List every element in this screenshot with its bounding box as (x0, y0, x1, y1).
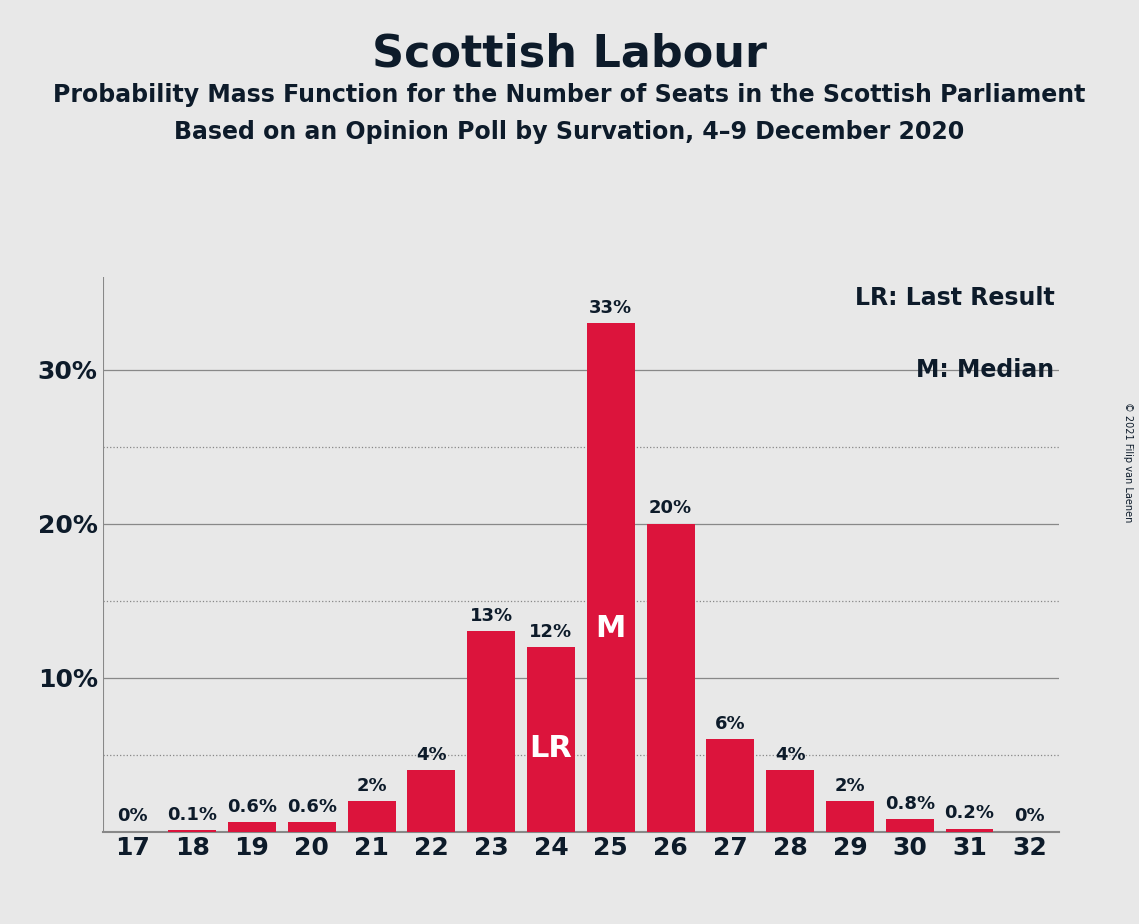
Text: 4%: 4% (416, 746, 446, 764)
Bar (408, 770, 456, 832)
Text: 4%: 4% (775, 746, 805, 764)
Bar (228, 822, 276, 832)
Text: 2%: 2% (357, 777, 387, 795)
Text: 0.8%: 0.8% (885, 796, 935, 813)
Text: 0.2%: 0.2% (944, 805, 994, 822)
Text: Based on an Opinion Poll by Survation, 4–9 December 2020: Based on an Opinion Poll by Survation, 4… (174, 120, 965, 144)
Bar (467, 631, 515, 832)
Bar (169, 830, 216, 832)
Text: LR: LR (530, 734, 573, 763)
Text: Probability Mass Function for the Number of Seats in the Scottish Parliament: Probability Mass Function for the Number… (54, 83, 1085, 107)
Text: 0.6%: 0.6% (227, 798, 277, 816)
Bar (706, 739, 754, 832)
Bar (886, 820, 934, 832)
Bar (288, 822, 336, 832)
Text: 0.1%: 0.1% (167, 806, 218, 824)
Text: 6%: 6% (715, 715, 746, 733)
Bar (826, 801, 874, 832)
Text: Scottish Labour: Scottish Labour (372, 32, 767, 76)
Bar (587, 323, 634, 832)
Text: M: M (596, 614, 626, 643)
Bar (347, 801, 395, 832)
Text: 2%: 2% (835, 777, 866, 795)
Text: © 2021 Filip van Laenen: © 2021 Filip van Laenen (1123, 402, 1133, 522)
Bar (945, 829, 993, 832)
Bar (527, 647, 575, 832)
Text: 20%: 20% (649, 500, 693, 517)
Bar (647, 524, 695, 832)
Text: 12%: 12% (530, 623, 573, 640)
Text: 0.6%: 0.6% (287, 798, 337, 816)
Bar (767, 770, 814, 832)
Text: 0%: 0% (117, 808, 148, 825)
Text: M: Median: M: Median (917, 358, 1055, 382)
Text: 33%: 33% (589, 299, 632, 317)
Text: LR: Last Result: LR: Last Result (854, 286, 1055, 310)
Text: 13%: 13% (469, 607, 513, 626)
Text: 0%: 0% (1014, 808, 1044, 825)
